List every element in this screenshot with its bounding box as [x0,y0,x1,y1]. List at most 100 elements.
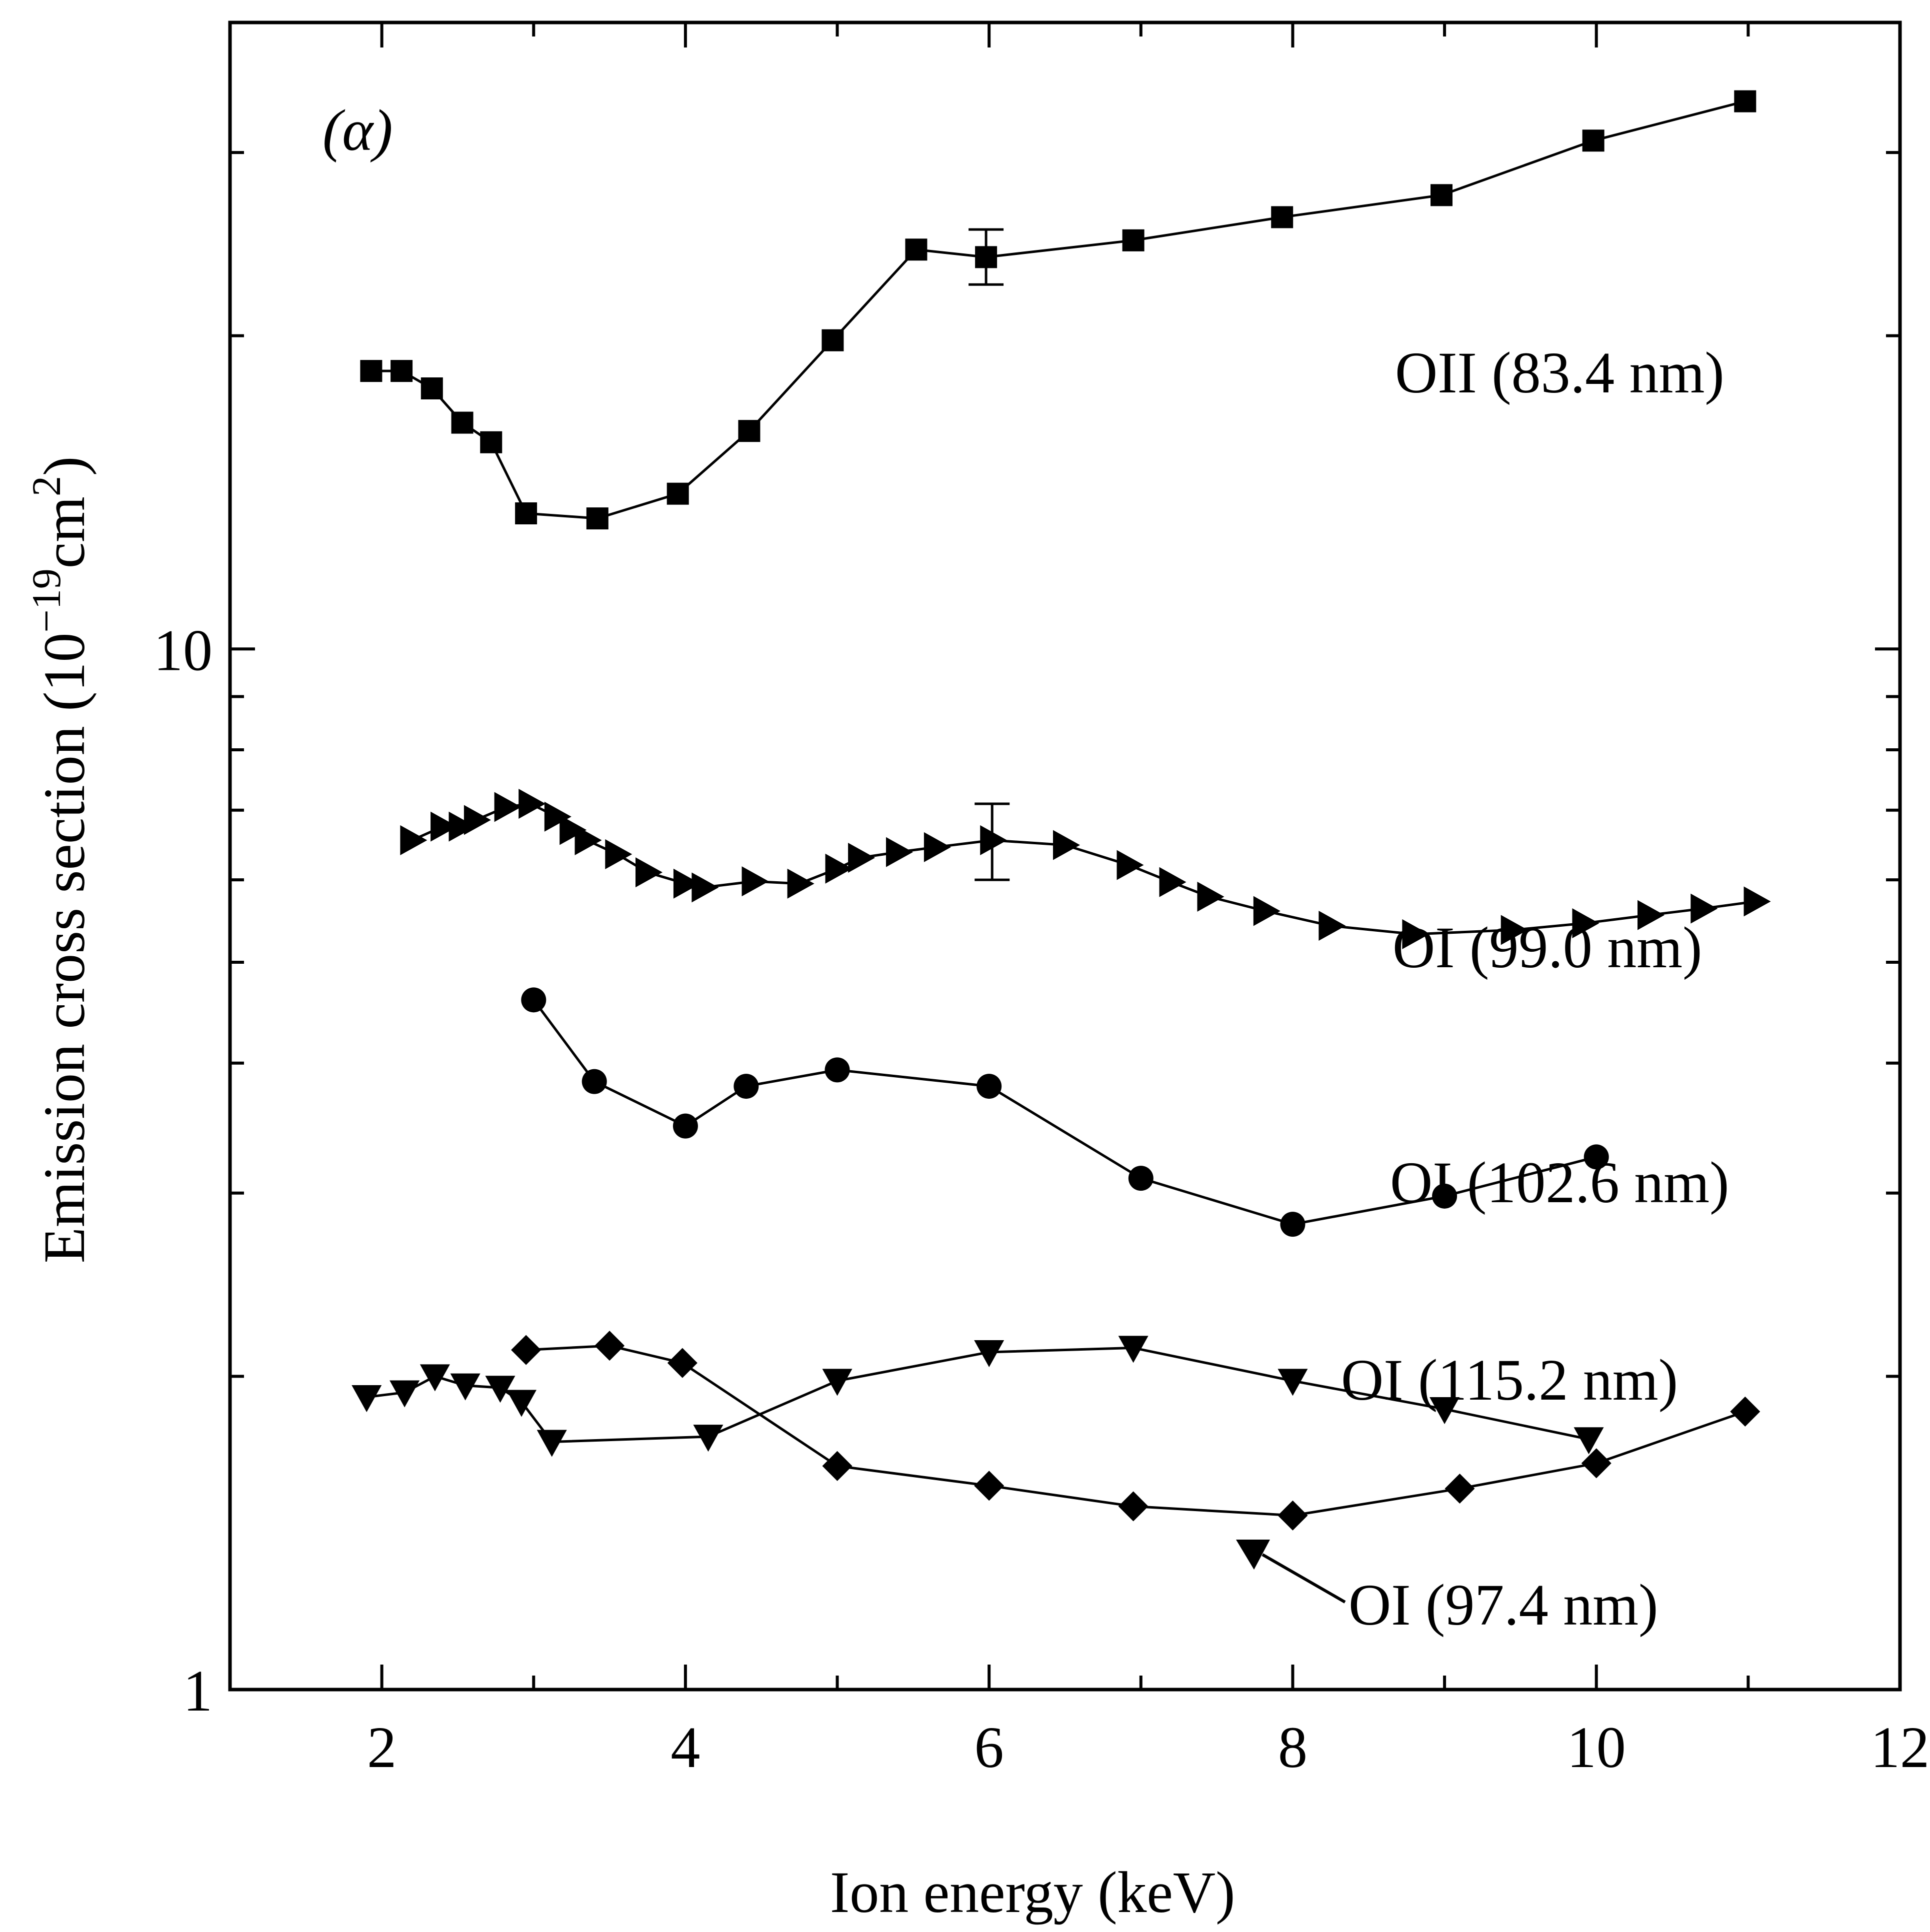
marker-triangle-down [1278,1369,1308,1396]
marker-triangle-down [1574,1427,1604,1455]
series-1 [400,788,1771,949]
marker-triangle-right [1116,850,1144,880]
marker-triangle-right [787,868,814,899]
marker-triangle-down [1430,1397,1460,1424]
marker-diamond [594,1331,625,1361]
marker-square [1582,129,1604,152]
marker-square [390,360,413,382]
marker-triangle-right [1638,900,1664,930]
marker-square [738,420,760,442]
marker-triangle-down [450,1373,480,1401]
annotation-arrow [1236,1540,1346,1604]
marker-triangle-right [848,843,876,873]
marker-triangle-down [485,1376,516,1403]
marker-diamond [974,1471,1004,1501]
marker-square [975,246,998,268]
marker-triangle-right [1572,908,1600,939]
marker-square [822,329,844,351]
marker-diamond [511,1335,542,1365]
marker-triangle-down [536,1430,567,1457]
marker-circle [672,1113,698,1139]
x-axis-label: Ion energy (keV) [830,1860,1235,1925]
x-tick-label: 8 [1278,1715,1308,1780]
marker-circle [824,1057,850,1083]
series-label-oi-1026: OI (102.6 nm) [1390,1150,1729,1215]
marker-diamond [1730,1396,1760,1427]
series-3 [352,1336,1604,1457]
series-label-oi-1152: OI (115.2 nm) [1341,1347,1678,1413]
marker-triangle-right [825,853,852,884]
y-tick-label: 1 [183,1658,212,1724]
marker-circle [1584,1144,1609,1170]
marker-square [515,502,538,524]
y-axis-label: Emission cross section (10−19cm2) [24,456,97,1264]
marker-square [1271,206,1294,228]
marker-square [905,238,928,261]
x-tick-label: 4 [670,1715,700,1780]
series-layer [352,90,1771,1531]
marker-triangle-right [1253,896,1280,926]
x-tick-label: 6 [974,1715,1004,1780]
marker-triangle-down [420,1364,450,1392]
x-tick-label: 10 [1567,1715,1626,1780]
marker-square [480,431,502,453]
marker-diamond [667,1348,698,1378]
marker-square [586,507,608,530]
marker-triangle-right [924,832,951,862]
marker-triangle-right [1159,867,1186,897]
marker-square [1734,90,1756,112]
marker-triangle-down [693,1425,724,1452]
marker-triangle-right [448,811,476,842]
marker-triangle-right [636,857,662,888]
x-tick-label: 2 [367,1715,396,1780]
marker-circle [521,987,546,1013]
marker-triangle-right [980,825,1008,855]
series-line [532,999,1597,1226]
marker-diamond [1278,1500,1308,1531]
marker-triangle-right [1500,915,1528,945]
marker-triangle-right [886,837,913,867]
marker-triangle-down [390,1380,420,1408]
y-tick-label: 10 [154,617,212,683]
series-0 [360,90,1756,530]
marker-triangle-down [1118,1336,1148,1363]
marker-triangle-right [400,825,428,855]
series-label-oi-974: OI (97.4 nm) [1348,1572,1658,1638]
series-2 [521,987,1609,1237]
marker-triangle-down [822,1369,852,1396]
marker-triangle-right [605,839,632,869]
marker-square [420,377,443,400]
marker-diamond [1444,1473,1475,1504]
marker-circle [734,1074,759,1099]
marker-triangle-right [742,866,769,897]
marker-triangle-down [352,1385,382,1412]
marker-triangle-right [1197,881,1224,912]
marker-triangle-down [974,1340,1004,1367]
marker-square [666,482,689,505]
y-tick-labels: 1 10 [154,617,212,1724]
marker-triangle-right [1053,830,1080,860]
series-4 [511,1331,1760,1531]
marker-triangle-right [518,788,546,819]
plot-frame [228,20,1902,1692]
marker-triangle-right [544,801,572,832]
marker-triangle-right [1318,911,1346,941]
axis-ticks [228,21,1902,1691]
x-tick-label: 12 [1870,1715,1930,1780]
marker-circle [1280,1212,1306,1237]
marker-triangle-right [560,815,587,845]
x-tick-labels: 2 4 6 8 10 12 [367,1715,1930,1780]
marker-triangle-down [506,1390,536,1417]
marker-circle [582,1069,607,1094]
marker-circle [1128,1166,1154,1191]
marker-diamond [822,1451,852,1481]
marker-triangle-right [574,825,602,855]
marker-diamond [1581,1448,1612,1479]
marker-triangle-right [692,872,719,903]
series-label-oii-834: OII (83.4 nm) [1395,340,1724,405]
marker-triangle-right [1402,919,1430,949]
marker-triangle-right [1690,893,1718,924]
series-line [526,1344,1746,1517]
